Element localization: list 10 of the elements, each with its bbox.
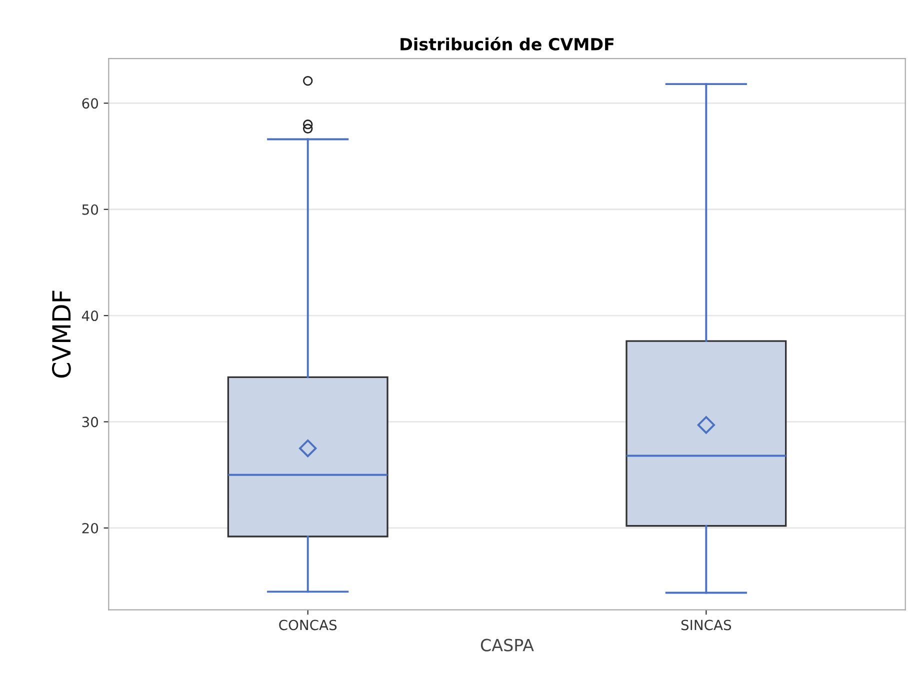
y-tick-label: 20 — [82, 522, 98, 534]
y-axis-title: CVMDF — [52, 290, 71, 378]
y-tick-label: 60 — [82, 98, 98, 109]
y-tick-label: 40 — [82, 310, 98, 322]
x-axis-title: CASPA — [480, 638, 534, 652]
x-tick-label: SINCAS — [681, 620, 732, 630]
x-tick-label: CONCAS — [279, 620, 337, 630]
chart-title: Distribución de CVMDF — [400, 36, 614, 50]
y-tick-label: 50 — [82, 204, 98, 215]
y-tick-label: 30 — [82, 416, 98, 428]
